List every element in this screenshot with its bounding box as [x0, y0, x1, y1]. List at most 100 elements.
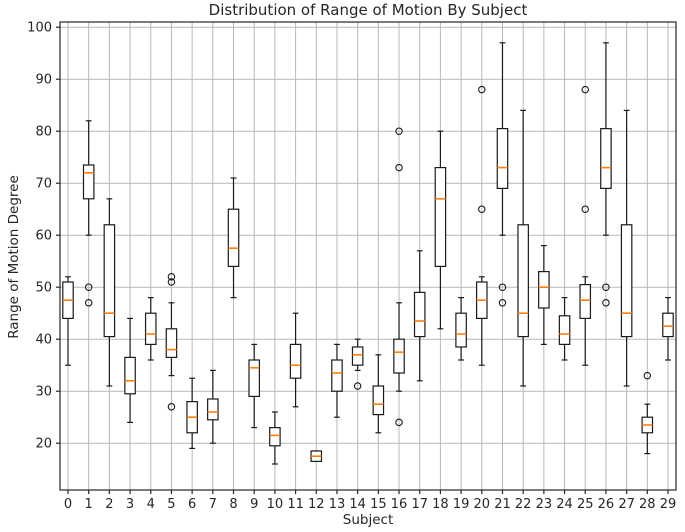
- x-tick-label: 3: [126, 497, 134, 512]
- iqr-box: [393, 338, 405, 374]
- iqr-box: [289, 343, 302, 379]
- iqr-box: [434, 167, 447, 268]
- box-subject-3: [124, 317, 136, 423]
- iqr-box: [124, 356, 136, 395]
- box-subject-29: [662, 297, 674, 361]
- iqr-box: [331, 359, 343, 392]
- y-tick-label: 30: [35, 385, 52, 400]
- iqr-box: [165, 328, 178, 358]
- iqr-box: [579, 284, 592, 320]
- x-tick-label: 20: [474, 497, 491, 512]
- box-subject-23: [538, 245, 550, 345]
- box-subject-26: [600, 42, 612, 307]
- x-tick-label: 9: [250, 497, 258, 512]
- box-subject-28: [641, 371, 654, 455]
- outlier-point: [498, 283, 507, 291]
- box-subject-17: [413, 250, 426, 382]
- box-subject-1: [82, 120, 95, 307]
- iqr-box: [455, 312, 467, 348]
- outlier-point: [498, 299, 507, 307]
- chart-title: Distribution of Range of Motion By Subje…: [208, 1, 528, 19]
- outlier-point: [353, 382, 362, 390]
- outlier-point: [395, 163, 403, 172]
- box-subject-7: [207, 369, 219, 444]
- y-tick-label: 20: [35, 437, 52, 452]
- box-subject-9: [248, 343, 261, 429]
- iqr-box: [227, 208, 240, 267]
- iqr-box: [620, 224, 633, 338]
- iqr-box: [558, 315, 571, 345]
- outlier-point: [84, 283, 93, 291]
- x-tick-label: 8: [229, 497, 237, 512]
- plot-border: [59, 21, 677, 491]
- iqr-box: [600, 128, 612, 190]
- x-tick-label: 12: [308, 497, 325, 512]
- box-subject-15: [372, 354, 385, 434]
- box-subject-5: [165, 273, 178, 411]
- x-tick-label: 14: [349, 497, 366, 512]
- iqr-box: [372, 385, 385, 416]
- y-tick-label: 80: [35, 125, 52, 140]
- y-tick-label: 100: [27, 21, 52, 36]
- box-subject-13: [331, 343, 343, 418]
- x-tick-label: 26: [598, 497, 615, 512]
- x-tick-label: 18: [432, 497, 449, 512]
- x-tick-label: 19: [453, 497, 470, 512]
- outlier-point: [167, 403, 176, 411]
- outlier-point: [602, 283, 610, 291]
- outlier-point: [478, 205, 486, 213]
- box-subject-8: [227, 177, 240, 299]
- x-tick-label: 29: [660, 497, 677, 512]
- x-tick-label: 2: [105, 497, 113, 512]
- iqr-box: [103, 224, 116, 338]
- iqr-box: [413, 291, 426, 338]
- x-tick-label: 21: [494, 497, 511, 512]
- y-tick-label: 60: [35, 229, 52, 244]
- iqr-box: [517, 224, 529, 338]
- x-tick-label: 24: [556, 497, 573, 512]
- x-tick-label: 5: [167, 497, 175, 512]
- x-tick-label: 1: [85, 497, 93, 512]
- x-tick-label: 15: [370, 497, 387, 512]
- x-tick-label: 13: [329, 497, 346, 512]
- x-tick-label: 16: [391, 497, 408, 512]
- iqr-box: [144, 312, 157, 346]
- box-subject-24: [558, 297, 571, 361]
- y-tick-label: 70: [35, 177, 52, 192]
- x-tick-label: 7: [209, 497, 217, 512]
- iqr-box: [269, 427, 281, 447]
- box-subject-4: [144, 297, 157, 361]
- iqr-box: [496, 128, 509, 190]
- y-tick-label: 50: [35, 281, 52, 296]
- iqr-box: [351, 346, 364, 366]
- iqr-box: [538, 271, 550, 309]
- x-tick-label: 0: [64, 497, 72, 512]
- y-tick-label: 90: [35, 73, 52, 88]
- box-subject-21: [496, 42, 509, 307]
- y-axis-label: Range of Motion Degree: [6, 175, 22, 339]
- box-subject-18: [434, 130, 447, 330]
- x-tick-label: 27: [618, 497, 635, 512]
- box-subject-0: [62, 276, 74, 366]
- box-subject-22: [517, 109, 529, 387]
- outlier-point: [581, 205, 589, 213]
- outlier-point: [84, 299, 93, 307]
- x-axis-label: Subject: [342, 512, 394, 528]
- box-subject-11: [289, 312, 302, 408]
- iqr-box: [662, 312, 674, 338]
- outlier-point: [167, 278, 176, 286]
- box-subject-10: [269, 411, 281, 465]
- box-subject-20: [475, 85, 488, 366]
- iqr-box: [248, 359, 261, 398]
- outlier-point: [581, 85, 589, 94]
- x-tick-label: 4: [147, 497, 155, 512]
- x-tick-label: 17: [411, 497, 428, 512]
- box-subject-16: [393, 127, 405, 427]
- x-tick-label: 22: [515, 497, 532, 512]
- x-tick-label: 10: [267, 497, 284, 512]
- box-subject-25: [579, 85, 592, 366]
- outlier-point: [602, 299, 610, 307]
- x-tick-label: 28: [639, 497, 656, 512]
